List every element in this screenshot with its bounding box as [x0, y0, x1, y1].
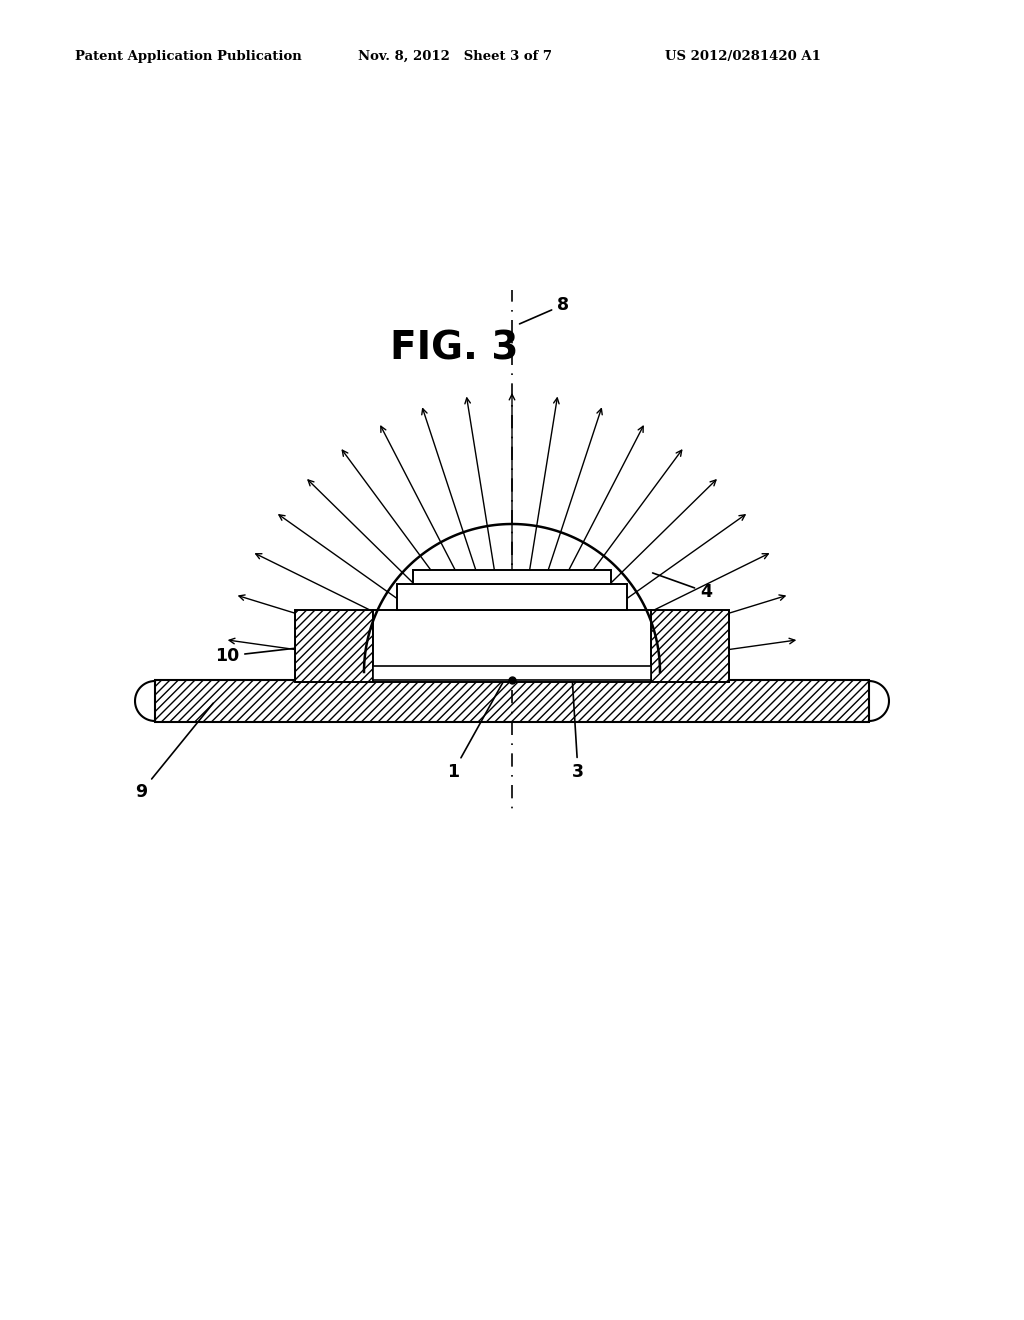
- Text: 1: 1: [447, 677, 506, 781]
- Bar: [295, 610, 373, 682]
- Text: 2: 2: [669, 612, 712, 631]
- Text: 9: 9: [135, 704, 213, 801]
- Bar: [373, 667, 651, 680]
- Bar: [397, 583, 627, 610]
- Text: US 2012/0281420 A1: US 2012/0281420 A1: [665, 50, 821, 63]
- Bar: [373, 610, 651, 682]
- Text: FIG. 3: FIG. 3: [390, 330, 518, 368]
- Bar: [651, 610, 729, 682]
- Bar: [295, 610, 373, 682]
- Bar: [155, 680, 869, 722]
- Text: 8: 8: [519, 296, 569, 323]
- Bar: [651, 610, 729, 682]
- Text: Patent Application Publication: Patent Application Publication: [75, 50, 302, 63]
- Text: Nov. 8, 2012   Sheet 3 of 7: Nov. 8, 2012 Sheet 3 of 7: [358, 50, 552, 63]
- Text: 10: 10: [215, 647, 312, 665]
- Bar: [155, 680, 869, 722]
- Bar: [413, 570, 611, 583]
- Text: 3: 3: [572, 677, 584, 781]
- Text: 4: 4: [652, 573, 712, 601]
